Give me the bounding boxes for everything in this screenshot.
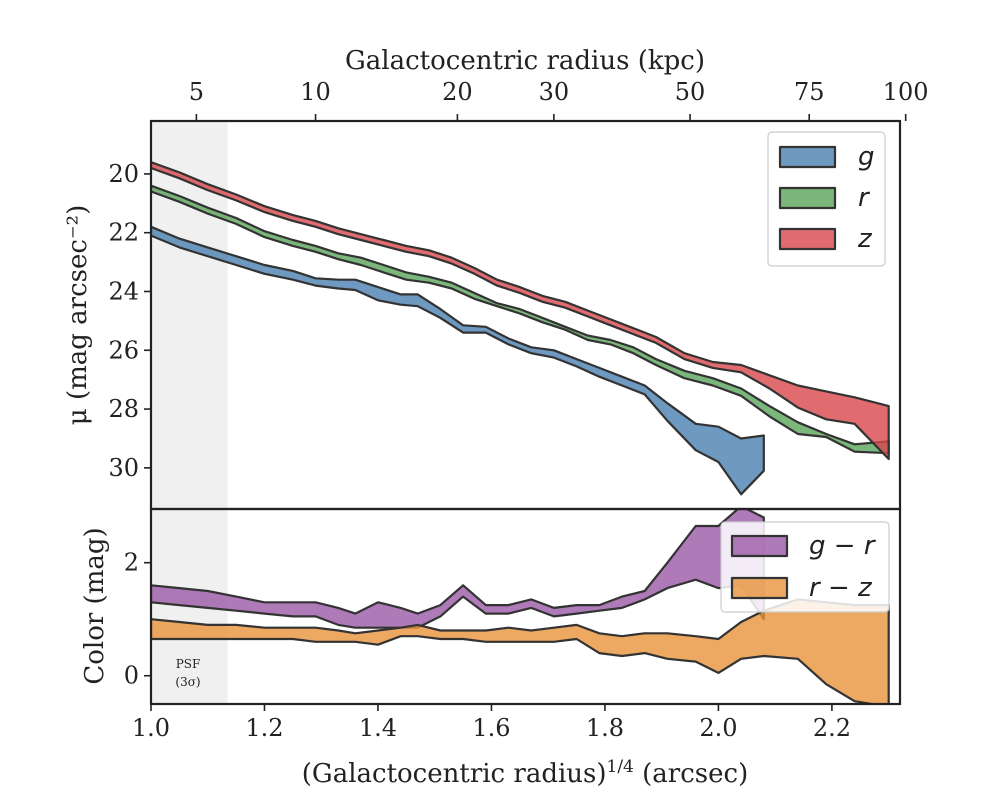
band-g-r (151, 509, 765, 629)
band-z (151, 161, 890, 461)
bottom-xtick-label: 2.2 (813, 714, 851, 742)
legend-label-g: g (858, 142, 875, 172)
psf-label-line1: PSF (176, 657, 201, 671)
legend-top-panel: grz (767, 131, 886, 267)
legend-label-r-z: r − z (809, 573, 873, 603)
top-y-axis-title: μ (mag arcsec⁻²) (63, 205, 93, 425)
legend-label-z: z (857, 224, 873, 254)
band-r-z (151, 598, 890, 704)
top-xtick-label: 5 (189, 78, 204, 106)
top-xtick-label: 20 (442, 78, 473, 106)
legend-bottom-panel: g − r r − z (720, 521, 890, 613)
top-ytick-label: 28 (108, 395, 139, 423)
bottom-xtick-label: 1.2 (245, 714, 283, 742)
top-ytick-label: 20 (108, 160, 139, 188)
bottom-ytick-label: 2 (124, 549, 139, 577)
top-xtick-label: 75 (794, 78, 825, 106)
bottom-xtick-label: 2.0 (699, 714, 737, 742)
bottom-xtick-label: 1.6 (472, 714, 510, 742)
bottom-xtick-label: 1.4 (359, 714, 397, 742)
top-xtick-label: 100 (883, 78, 929, 106)
top-xtick-label: 50 (675, 78, 706, 106)
legend-label-r: r (858, 183, 871, 213)
top-ytick-label: 24 (108, 277, 139, 305)
legend-swatch-g (778, 145, 837, 169)
psf-label-line2: (3σ) (175, 675, 200, 689)
top-ytick-label: 22 (108, 219, 139, 247)
bottom-x-axis-title: (Galactocentric radius)1/4 (arcsec) (302, 757, 748, 789)
bottom-y-axis-title: Color (mag) (80, 527, 110, 684)
legend-swatch-g-r (730, 534, 789, 558)
surface-brightness-bands (151, 161, 890, 496)
top-ytick-label: 26 (108, 336, 139, 364)
legend-swatch-r (778, 186, 837, 210)
legend-swatch-z (778, 227, 837, 251)
bottom-ytick-label: 0 (124, 662, 139, 690)
bottom-panel-frame (149, 507, 902, 706)
top-axis-title: Galactocentric radius (kpc) (345, 46, 705, 76)
top-ytick-label: 30 (108, 454, 139, 482)
legend-label-g-r: g − r (809, 531, 877, 561)
axes: 20 22 24 26 28 30 5 10 20 30 50 75 100 0 2 1.0 1.2 1.4 1.6… (108, 78, 928, 742)
top-xtick-label: 30 (539, 78, 570, 106)
legend-swatch-r-z (730, 576, 789, 600)
bottom-xtick-label: 1.8 (586, 714, 624, 742)
bottom-xtick-label: 1.0 (132, 714, 170, 742)
top-xtick-label: 10 (300, 78, 331, 106)
band-g (151, 225, 765, 496)
